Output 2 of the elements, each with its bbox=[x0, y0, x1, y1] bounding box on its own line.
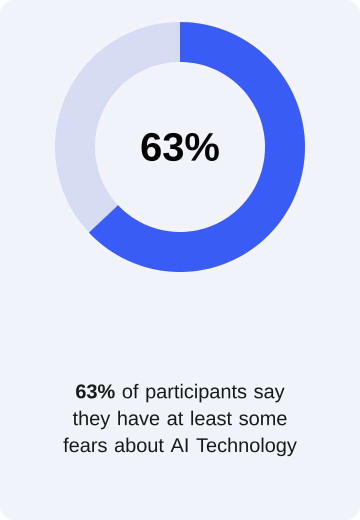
data-label: 63% bbox=[142, 132, 219, 162]
text: 63% of participants say they have at least some fears about AI Technology bbox=[63, 384, 297, 456]
